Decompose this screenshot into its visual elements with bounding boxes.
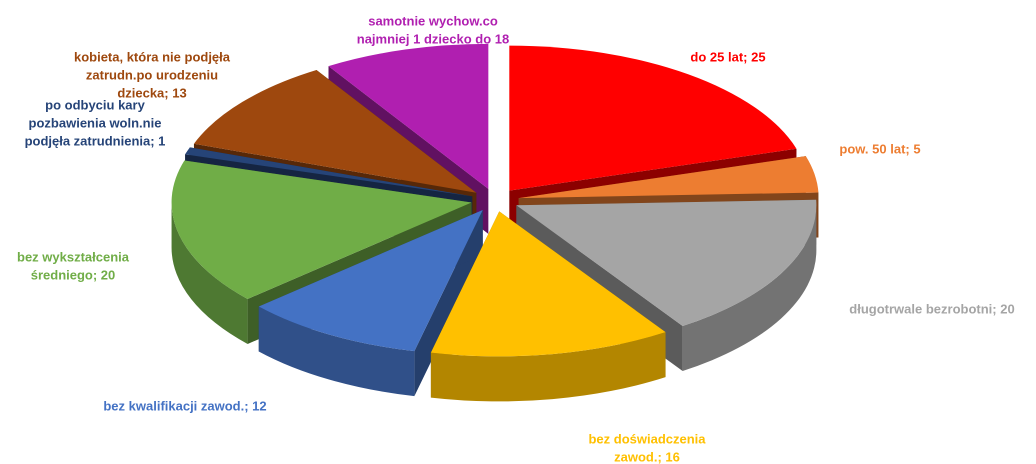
data-label: bez kwalifikacji zawod.; 12 (103, 398, 266, 413)
slice-top (258, 209, 483, 352)
slice-top (185, 147, 473, 197)
data-label: do 25 lat; 25 (690, 49, 765, 64)
data-label: samotnie wychow.co (368, 13, 498, 28)
slice-top (171, 160, 472, 299)
slice-top (328, 43, 489, 189)
slice-top (518, 156, 819, 199)
data-label: średniego; 20 (31, 267, 116, 282)
data-label: podjęła zatrudnienia; 1 (25, 133, 166, 148)
data-label: bez doświadczenia (588, 431, 706, 446)
slice-top (509, 45, 797, 191)
slice-wall (171, 202, 248, 344)
slice-wall (682, 205, 817, 371)
data-label: kobieta, która nie podjęła (74, 49, 231, 64)
data-label: pozbawienia woln.nie (29, 115, 162, 130)
data-label: po odbyciu kary (45, 97, 145, 112)
data-label: zawod.; 16 (614, 449, 680, 464)
slice-top (193, 70, 477, 193)
slice (430, 211, 666, 402)
data-label: pow. 50 lat; 5 (839, 141, 920, 156)
data-label: zatrudn.po urodzeniu (86, 67, 218, 82)
slice-wall (430, 332, 666, 402)
data-label: bez wykształcenia (17, 249, 130, 264)
slice (258, 209, 483, 397)
slice-top (430, 211, 666, 357)
data-label: dziecka; 13 (117, 85, 186, 100)
data-label: najmniej 1 dziecko do 18 (357, 31, 509, 46)
slice-top (516, 199, 817, 326)
slice-wall (258, 306, 415, 397)
data-label: długotrwale bezrobotni; 20 (849, 301, 1014, 316)
